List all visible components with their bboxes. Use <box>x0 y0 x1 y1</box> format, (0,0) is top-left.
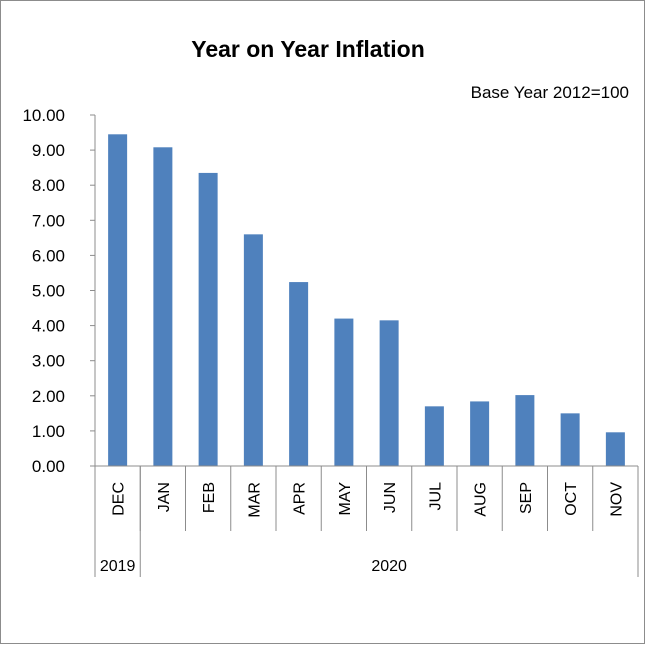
bar-nov <box>605 432 625 466</box>
y-tick-label: 5.00 <box>32 282 65 301</box>
bar-mar <box>243 234 263 466</box>
bar-jan <box>153 147 173 467</box>
x-tick-label: JAN <box>156 482 173 512</box>
x-tick-label: MAY <box>337 482 354 516</box>
y-tick-label: 1.00 <box>32 422 65 441</box>
x-tick-label: SEP <box>518 482 535 514</box>
year-group-label: 2020 <box>371 558 407 575</box>
y-tick-label: 2.00 <box>32 387 65 406</box>
bar-dec <box>108 134 128 466</box>
bar-apr <box>289 282 309 466</box>
x-tick-label: AUG <box>473 482 490 517</box>
x-tick-label: NOV <box>608 482 625 517</box>
bar-jul <box>424 406 444 466</box>
x-tick-label: FEB <box>201 482 218 513</box>
bar-sep <box>515 395 535 466</box>
x-tick-label: MAR <box>246 482 263 518</box>
x-axis: DEC JAN FEB MAR APR MAY JUN JUL AUG SEP OCT NOV 2019… <box>94 465 639 577</box>
bar-jun <box>379 320 399 466</box>
bars <box>108 134 625 467</box>
chart-subtitle: Base Year 2012=100 <box>471 83 629 102</box>
x-tick-label: JUN <box>382 482 399 513</box>
x-tick-label: OCT <box>563 482 580 516</box>
y-tick-label: 4.00 <box>32 317 65 336</box>
bar-aug <box>470 401 490 466</box>
y-tick-label: 9.00 <box>32 141 65 160</box>
y-tick-label: 6.00 <box>32 246 65 265</box>
y-axis: 0.00 1.00 2.00 3.00 4.00 5.00 6.00 7.00 8.00 9.00… <box>22 106 96 476</box>
y-tick-label: 10.00 <box>22 106 65 125</box>
chart-title: Year on Year Inflation <box>191 36 425 62</box>
y-tick-label: 8.00 <box>32 176 65 195</box>
bar-feb <box>198 172 218 467</box>
x-tick-label: DEC <box>111 482 128 516</box>
y-tick-label: 3.00 <box>32 352 65 371</box>
x-tick-label: APR <box>292 482 309 515</box>
x-tick-label: JUL <box>427 482 444 511</box>
y-tick-label: 7.00 <box>32 211 65 230</box>
y-tick-label: 0.00 <box>32 457 65 476</box>
year-group-label: 2019 <box>100 558 136 575</box>
bar-may <box>334 318 354 466</box>
bar-oct <box>560 413 580 466</box>
